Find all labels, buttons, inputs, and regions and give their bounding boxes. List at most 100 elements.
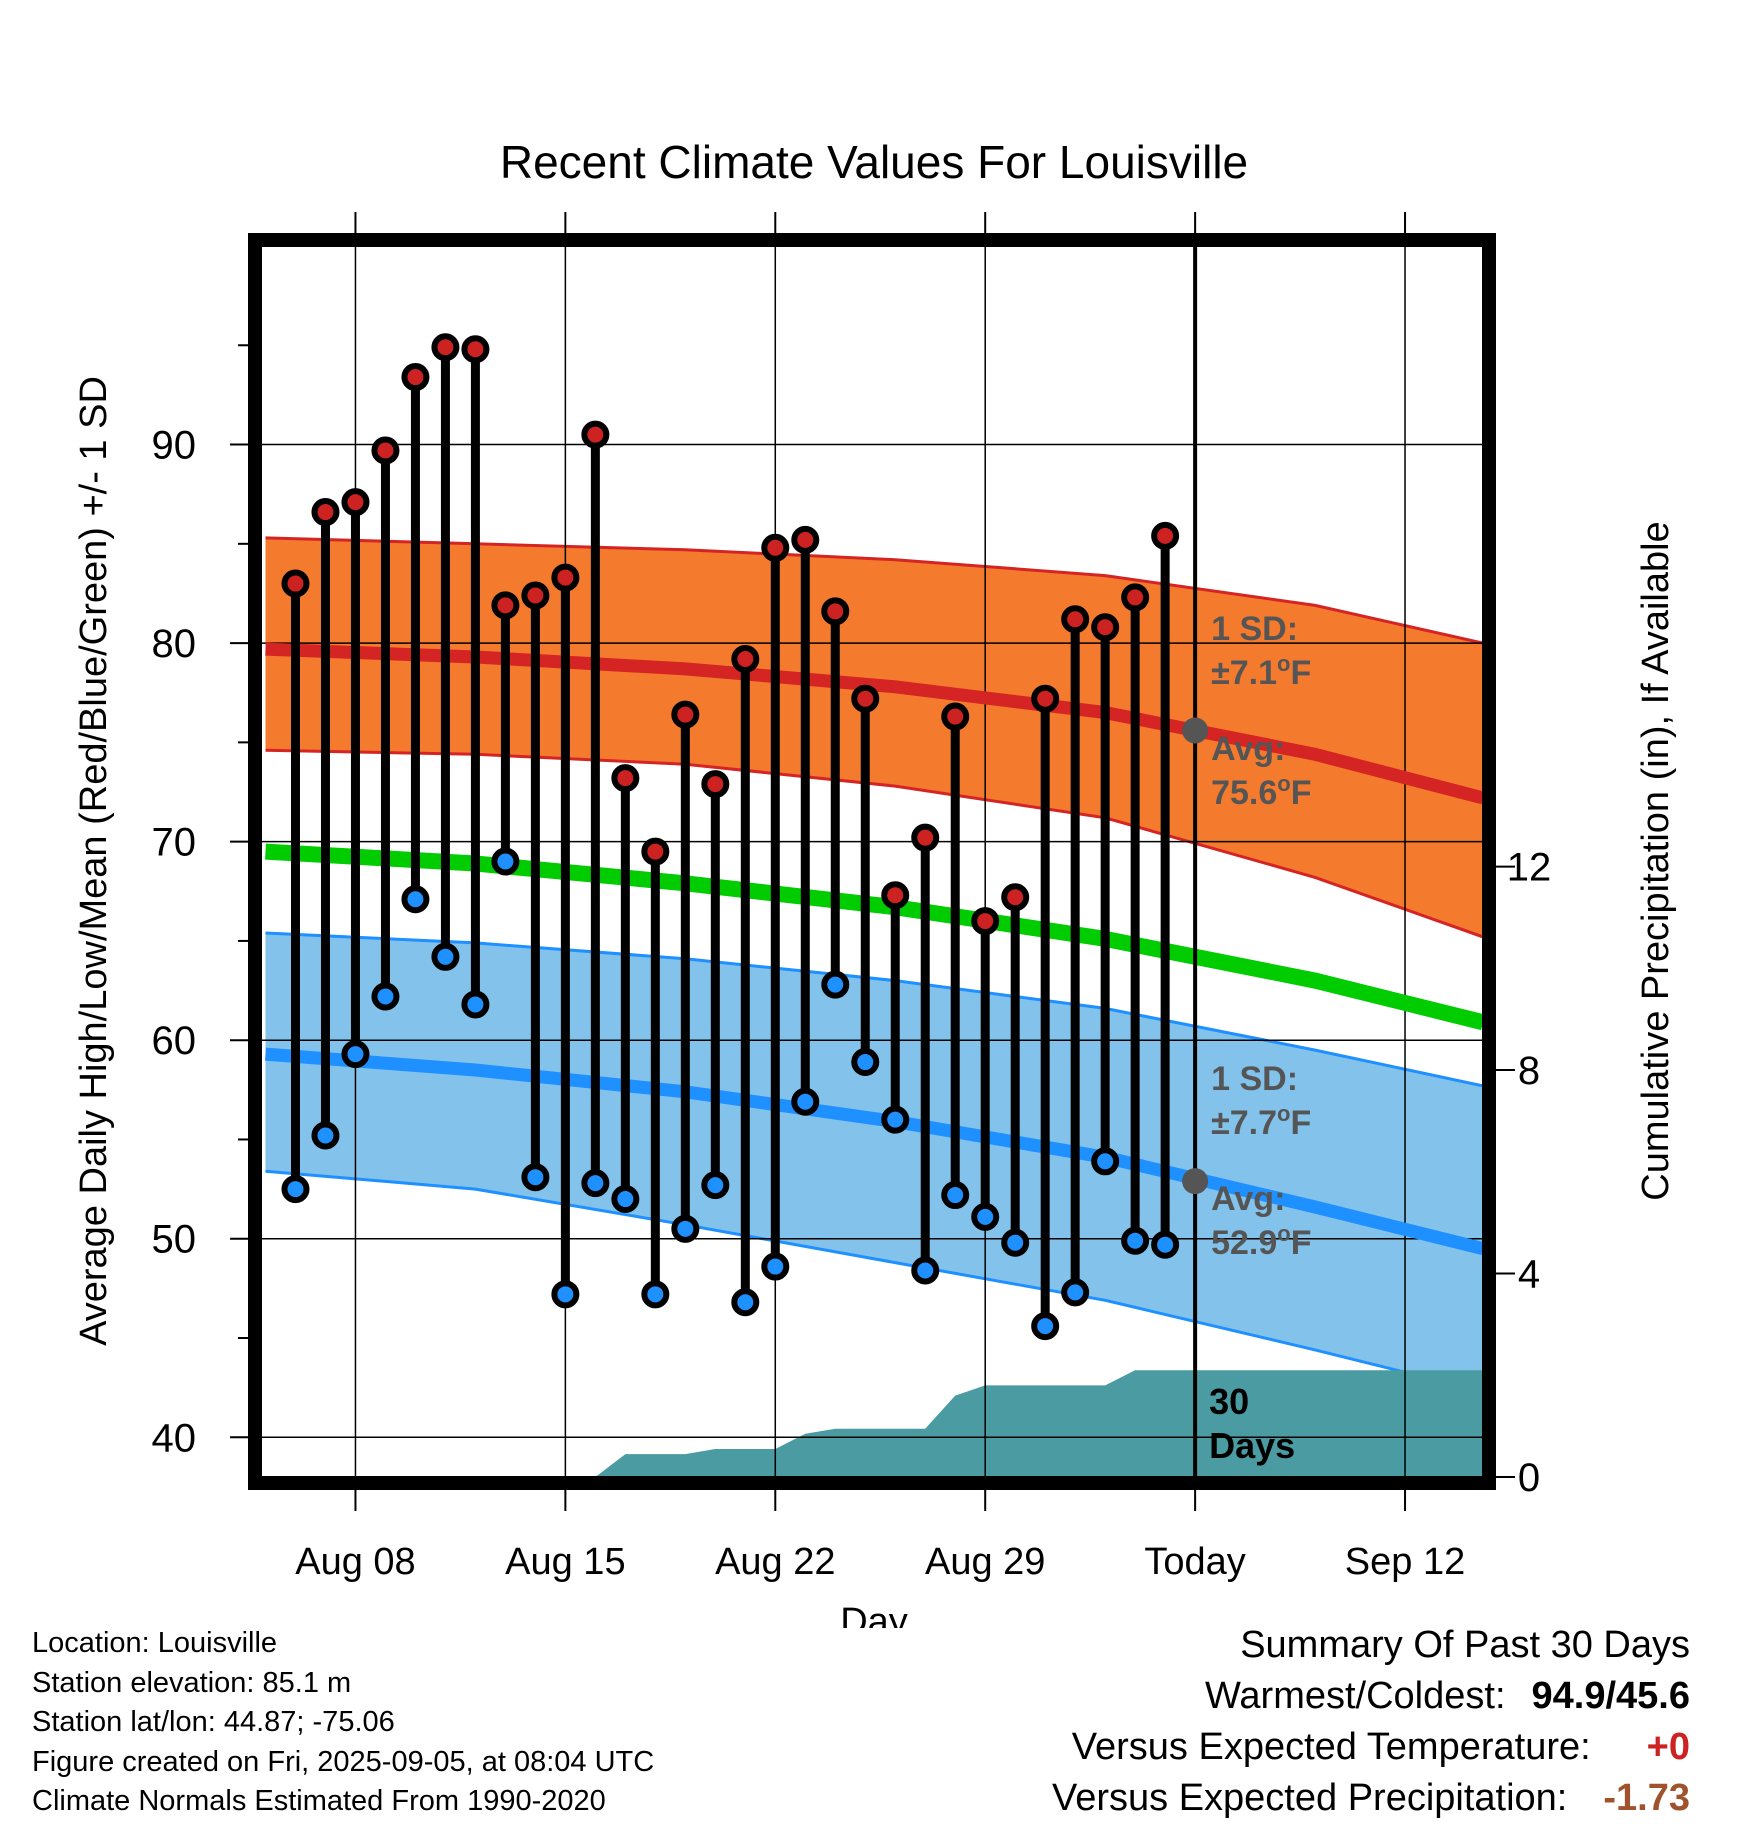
climate-chart: Recent Climate Values For Louisville 1 S… <box>73 136 1677 1628</box>
y2-tick-label: 8 <box>1518 1049 1540 1093</box>
precip-area <box>280 1370 1483 1477</box>
low-point <box>1121 1226 1150 1255</box>
high-point <box>791 525 820 554</box>
low-point <box>641 1280 670 1309</box>
summary-precip-label: Versus Expected Precipitation: <box>1051 1777 1568 1819</box>
high-point <box>641 837 670 866</box>
info-created: Figure created on Fri, 2025-09-05, at 08… <box>32 1745 655 1778</box>
summary-precip-row: Versus Expected Precipitation: -1.73 <box>1052 1773 1690 1824</box>
low-point <box>791 1087 820 1116</box>
low-point <box>311 1121 340 1150</box>
high-point <box>671 700 700 729</box>
low-point <box>431 942 460 971</box>
chart-title: Recent Climate Values For Louisville <box>500 136 1248 188</box>
high-sd-annotation: 1 SD: <box>1211 610 1298 648</box>
info-normals: Climate Normals Estimated From 1990-2020 <box>32 1785 606 1817</box>
low-point <box>1001 1228 1030 1257</box>
low-point <box>1091 1147 1120 1176</box>
low-avg-annotation: Avg: <box>1211 1180 1285 1218</box>
y2-tick-label: 0 <box>1518 1456 1540 1500</box>
high-avg-value-annotation: 75.6oF <box>1211 771 1311 812</box>
high-point <box>581 420 610 449</box>
low-point <box>581 1169 610 1198</box>
x-tick-label: Aug 08 <box>295 1541 415 1583</box>
high-point <box>611 764 640 793</box>
high-point <box>521 581 550 610</box>
low-point <box>701 1171 730 1200</box>
y-tick-label: 50 <box>152 1218 197 1262</box>
high-point <box>551 563 580 592</box>
today-low-marker <box>1182 1168 1209 1195</box>
low-point <box>341 1040 370 1069</box>
low-point <box>821 970 850 999</box>
info-latlon: Station lat/lon: 44.87; -75.06 <box>32 1706 395 1738</box>
low-point <box>611 1185 640 1214</box>
low-point <box>281 1175 310 1204</box>
low-point <box>851 1048 880 1077</box>
low-point <box>1061 1278 1090 1307</box>
low-point <box>911 1256 940 1285</box>
x-tick-label: Aug 29 <box>925 1541 1045 1583</box>
high-point <box>1061 605 1090 634</box>
plot-frame <box>248 233 1496 1490</box>
high-avg-annotation: Avg: <box>1211 730 1285 768</box>
low-point <box>1151 1230 1180 1259</box>
high-point <box>971 907 1000 936</box>
high-point <box>701 770 730 799</box>
low-point <box>971 1202 1000 1231</box>
high-point <box>401 363 430 392</box>
x-tick-label: Sep 12 <box>1345 1541 1465 1583</box>
high-point <box>311 498 340 527</box>
high-point <box>821 597 850 626</box>
high-point <box>1001 883 1030 912</box>
high-point <box>1031 684 1060 713</box>
days-word-annotation: Days <box>1209 1425 1295 1466</box>
low-point <box>491 847 520 876</box>
summary-warm-value: 94.9/45.6 <box>1531 1675 1690 1717</box>
low-point <box>521 1163 550 1192</box>
low-point <box>761 1252 790 1281</box>
high-point <box>881 881 910 910</box>
y2-tick-label: 4 <box>1518 1253 1540 1297</box>
summary-panel: Summary Of Past 30 Days Warmest/Coldest:… <box>1052 1620 1690 1824</box>
y-tick-label: 60 <box>152 1019 197 1063</box>
high-sd-value-annotation: ±7.1oF <box>1211 651 1311 692</box>
y-axis-label-left: Average Daily High/Low/Mean (Red/Blue/Gr… <box>73 376 115 1346</box>
summary-temp-value: +0 <box>1646 1726 1690 1768</box>
low-sd-lower-line <box>265 1169 1483 1394</box>
high-point <box>461 335 490 364</box>
summary-warm-row: Warmest/Coldest: 94.9/45.6 <box>1052 1671 1690 1722</box>
high-point <box>761 533 790 562</box>
low-point <box>461 990 490 1019</box>
high-point <box>491 591 520 620</box>
high-point <box>1121 583 1150 612</box>
station-info: Location: Louisville Station elevation: … <box>32 1624 654 1822</box>
summary-temp-label: Versus Expected Temperature: <box>1071 1726 1591 1768</box>
low-sd-band <box>265 933 1483 1392</box>
high-point <box>941 702 970 731</box>
summary-temp-row: Versus Expected Temperature: +0 <box>1052 1722 1690 1773</box>
high-point <box>371 436 400 465</box>
plot-inner <box>261 246 1483 1477</box>
summary-title: Summary Of Past 30 Days <box>1240 1624 1690 1666</box>
low-point <box>1031 1312 1060 1341</box>
low-point <box>551 1280 580 1309</box>
high-point <box>911 823 940 852</box>
x-tick-label: Aug 22 <box>715 1541 835 1583</box>
info-location: Location: Louisville <box>32 1627 278 1659</box>
y-tick-label: 80 <box>152 622 197 666</box>
x-axis-label: Day <box>840 1601 908 1628</box>
low-avg-value-annotation: 52.9oF <box>1211 1221 1311 1262</box>
high-point <box>281 569 310 598</box>
low-sd-value-annotation: ±7.7oF <box>1211 1101 1311 1142</box>
x-tick-label: Today <box>1144 1541 1245 1583</box>
summary-warm-label: Warmest/Coldest: <box>1204 1675 1506 1717</box>
days-count-annotation: 30 <box>1209 1381 1249 1422</box>
y2-tick-label: 12 <box>1507 846 1552 890</box>
low-sd-annotation: 1 SD: <box>1211 1060 1298 1098</box>
high-point <box>1091 613 1120 642</box>
x-tick-label: Aug 15 <box>505 1541 625 1583</box>
high-point <box>341 488 370 517</box>
y-tick-label: 90 <box>152 424 197 468</box>
